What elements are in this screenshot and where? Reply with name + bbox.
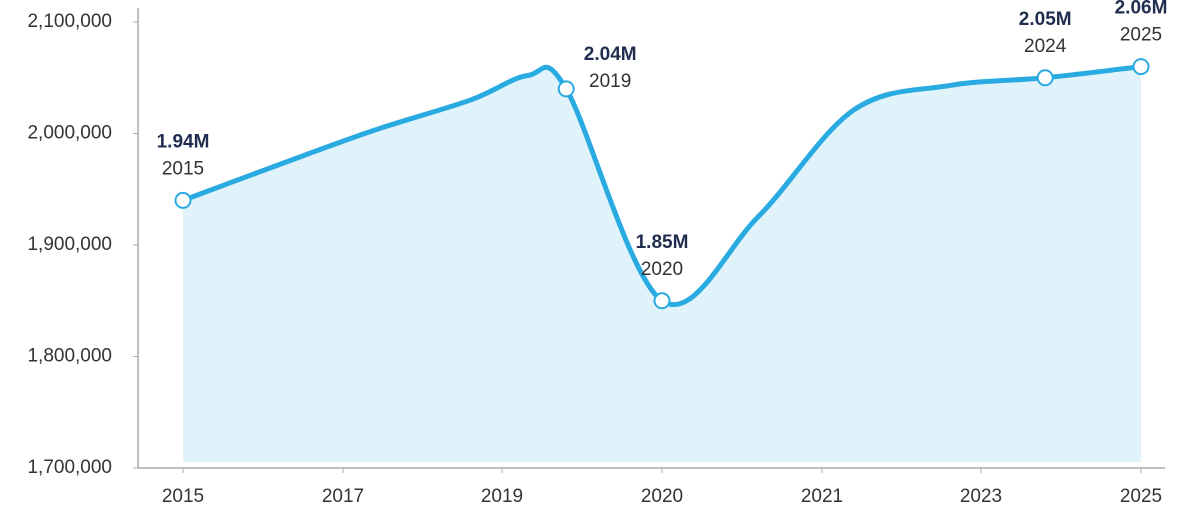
x-tick-label: 2015 — [162, 486, 204, 507]
value-label: 2.05M — [1019, 9, 1072, 30]
value-label: 1.85M — [636, 232, 689, 253]
point-year-label: 2020 — [641, 259, 683, 280]
x-tick-label: 2017 — [322, 486, 364, 507]
point-year-label: 2025 — [1120, 25, 1162, 46]
value-label: 1.94M — [157, 131, 210, 152]
x-tick-label: 2023 — [960, 486, 1002, 507]
point-year-label: 2024 — [1024, 36, 1067, 57]
point-marker — [1036, 69, 1054, 87]
point-year-label: 2015 — [162, 158, 204, 179]
area — [183, 66, 1141, 462]
line — [180, 64, 1144, 307]
point-year-label: 2019 — [589, 71, 631, 92]
point-marker — [174, 191, 192, 209]
y-tick-label: 2,000,000 — [27, 123, 112, 144]
value-label: 2.04M — [584, 44, 637, 65]
point-marker — [1132, 58, 1150, 76]
y-tick-label: 1,900,000 — [27, 234, 112, 255]
x-tick-label: 2025 — [1120, 486, 1162, 507]
y-tick-label: 2,100,000 — [27, 11, 112, 32]
x-tick-label: 2020 — [641, 486, 683, 507]
y-tick-label: 1,800,000 — [27, 346, 112, 367]
point-marker — [557, 80, 575, 98]
point-marker — [653, 292, 671, 310]
y-tick-label: 1,700,000 — [27, 457, 112, 478]
value-label: 2.06M — [1115, 0, 1168, 19]
x-tick-label: 2021 — [801, 486, 843, 507]
x-tick-label: 2019 — [481, 486, 523, 507]
